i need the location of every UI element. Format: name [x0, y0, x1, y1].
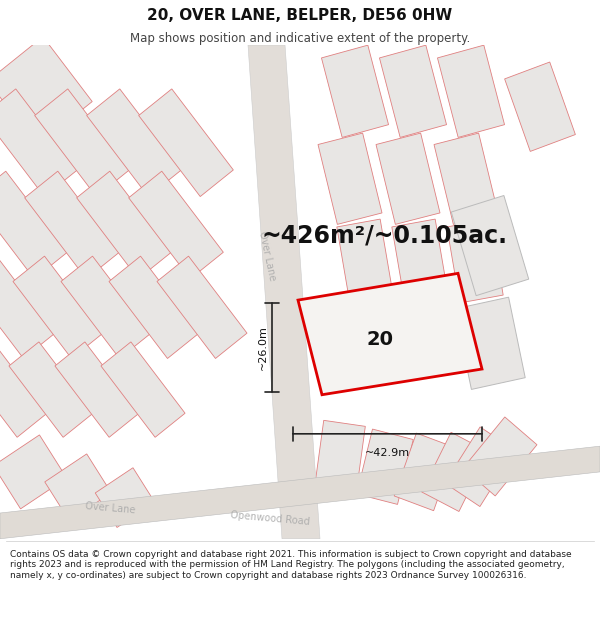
Polygon shape	[35, 89, 130, 196]
Text: Over Lane: Over Lane	[257, 230, 277, 281]
Polygon shape	[505, 62, 575, 151]
Polygon shape	[434, 133, 498, 224]
Polygon shape	[0, 446, 600, 539]
Polygon shape	[0, 342, 47, 437]
Polygon shape	[463, 417, 537, 496]
Polygon shape	[394, 433, 456, 511]
Polygon shape	[357, 429, 413, 504]
Polygon shape	[0, 37, 92, 146]
Polygon shape	[337, 219, 393, 303]
Polygon shape	[322, 45, 389, 138]
Polygon shape	[101, 342, 185, 437]
Text: Contains OS data © Crown copyright and database right 2021. This information is : Contains OS data © Crown copyright and d…	[10, 550, 572, 580]
Polygon shape	[13, 256, 103, 359]
Polygon shape	[128, 171, 223, 279]
Polygon shape	[139, 89, 233, 196]
Polygon shape	[451, 196, 529, 296]
Text: ~426m²/~0.105ac.: ~426m²/~0.105ac.	[262, 223, 508, 248]
Polygon shape	[392, 219, 448, 303]
Polygon shape	[248, 45, 320, 539]
Polygon shape	[109, 256, 199, 359]
Text: ~26.0m: ~26.0m	[258, 325, 268, 370]
Polygon shape	[157, 256, 247, 359]
Polygon shape	[298, 273, 482, 395]
Polygon shape	[9, 342, 93, 437]
Polygon shape	[376, 133, 440, 224]
Polygon shape	[455, 297, 525, 389]
Polygon shape	[422, 432, 488, 511]
Polygon shape	[0, 256, 55, 359]
Polygon shape	[445, 427, 515, 506]
Text: 20: 20	[367, 330, 394, 349]
Text: ~42.9m: ~42.9m	[365, 448, 410, 458]
Polygon shape	[61, 256, 151, 359]
Polygon shape	[447, 219, 503, 303]
Polygon shape	[25, 171, 119, 279]
Polygon shape	[55, 342, 139, 437]
Text: 20, OVER LANE, BELPER, DE56 0HW: 20, OVER LANE, BELPER, DE56 0HW	[148, 8, 452, 23]
Text: Over Lane: Over Lane	[85, 501, 136, 515]
Polygon shape	[0, 435, 67, 509]
Polygon shape	[437, 45, 505, 138]
Polygon shape	[95, 468, 155, 528]
Polygon shape	[45, 454, 111, 521]
Polygon shape	[77, 171, 172, 279]
Polygon shape	[379, 45, 446, 138]
Polygon shape	[0, 89, 77, 196]
Polygon shape	[318, 133, 382, 224]
Polygon shape	[86, 89, 181, 196]
Text: Map shows position and indicative extent of the property.: Map shows position and indicative extent…	[130, 32, 470, 46]
Polygon shape	[0, 171, 67, 279]
Text: Openwood Road: Openwood Road	[230, 510, 310, 527]
Polygon shape	[314, 421, 365, 492]
